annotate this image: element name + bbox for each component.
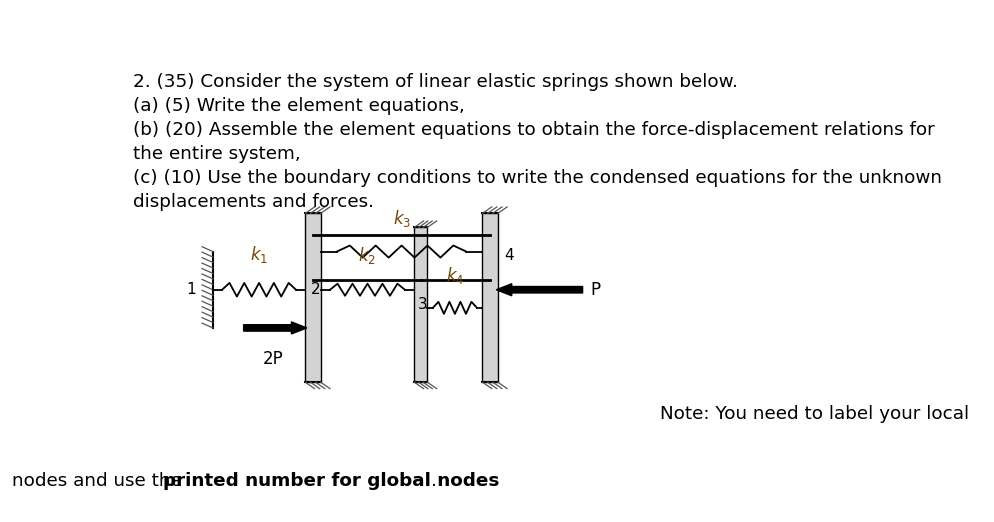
Polygon shape (482, 213, 498, 382)
Text: the entire system,: the entire system, (133, 145, 301, 163)
Text: 2: 2 (311, 282, 321, 297)
Text: 4: 4 (504, 248, 514, 263)
Text: 2. (35) Consider the system of linear elastic springs shown below.: 2. (35) Consider the system of linear el… (133, 73, 739, 91)
Text: $k_2$: $k_2$ (358, 245, 376, 266)
Text: displacements and forces.: displacements and forces. (133, 193, 375, 211)
Text: nodes and use the: nodes and use the (12, 472, 188, 490)
Polygon shape (305, 213, 321, 382)
Polygon shape (414, 228, 427, 382)
Text: (c) (10) Use the boundary conditions to write the condensed equations for the un: (c) (10) Use the boundary conditions to … (133, 169, 942, 187)
Text: $k_1$: $k_1$ (250, 244, 268, 265)
Text: 1: 1 (186, 282, 196, 297)
Text: (a) (5) Write the element equations,: (a) (5) Write the element equations, (133, 97, 465, 115)
FancyArrow shape (496, 284, 582, 296)
Text: Note: You need to label your local: Note: You need to label your local (660, 405, 969, 423)
Text: (b) (20) Assemble the element equations to obtain the force-displacement relatio: (b) (20) Assemble the element equations … (133, 121, 935, 139)
Text: 3: 3 (418, 298, 428, 312)
Text: printed number for global nodes: printed number for global nodes (163, 472, 499, 490)
Text: .: . (431, 472, 437, 490)
Text: $k_3$: $k_3$ (393, 208, 411, 230)
Text: $k_4$: $k_4$ (446, 265, 464, 286)
Text: P: P (590, 281, 600, 299)
Text: 2P: 2P (262, 350, 283, 368)
FancyArrow shape (244, 322, 307, 334)
